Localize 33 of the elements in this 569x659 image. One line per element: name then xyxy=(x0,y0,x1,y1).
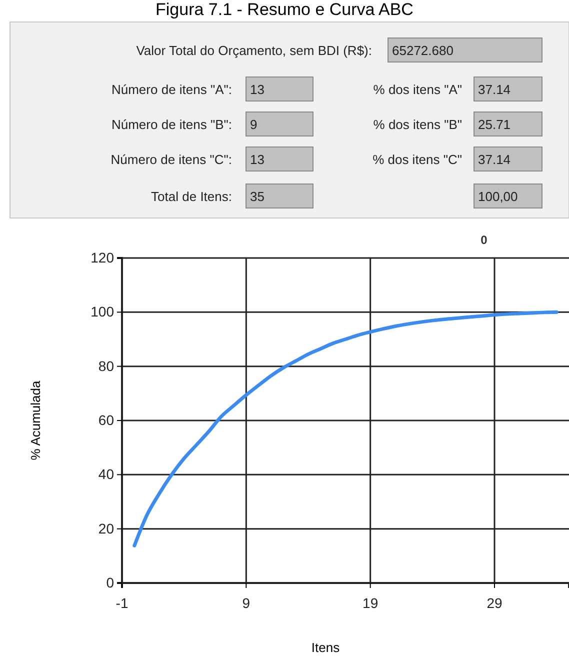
text: % dos itens "B" xyxy=(373,117,462,132)
text: Valor Total do Orçamento, sem BDI (R$): xyxy=(136,43,372,58)
text: 13 xyxy=(250,152,264,167)
text: 37.14 xyxy=(478,82,511,97)
text: % dos itens "C" xyxy=(372,152,462,167)
x-tick-label: 29 xyxy=(486,594,502,611)
line-series xyxy=(132,310,558,548)
y-tick-label: 0 xyxy=(106,574,114,590)
text: Número de itens "C": xyxy=(110,152,232,167)
x-tick-label: 9 xyxy=(242,594,250,611)
x-tick-label: -1 xyxy=(116,594,128,611)
text: Figura 7.1 - Resumo e Curva ABC xyxy=(156,0,414,19)
text: 37.14 xyxy=(478,152,511,167)
text: 13 xyxy=(250,82,264,97)
text: 35 xyxy=(250,189,264,204)
text: 9 xyxy=(250,117,258,132)
text: 100,00 xyxy=(478,189,518,204)
y-axis-title: % Acumulada xyxy=(28,380,43,460)
y-tick-label: 80 xyxy=(98,358,114,374)
x-tick-label: 19 xyxy=(362,594,378,611)
text: Número de itens "A": xyxy=(111,82,232,97)
y-tick-label: 100 xyxy=(90,304,114,320)
y-tick-label: 60 xyxy=(98,412,114,428)
text: % dos itens "A" xyxy=(373,82,462,97)
text: 0 xyxy=(480,233,488,247)
text: Número de itens "B": xyxy=(111,117,232,132)
text: 25.71 xyxy=(478,117,511,132)
x-axis-title: Itens xyxy=(311,640,340,655)
y-tick-label: 120 xyxy=(90,249,114,266)
text: 65272.680 xyxy=(392,43,454,58)
y-tick-label: 40 xyxy=(98,466,114,482)
text: Total de Itens: xyxy=(151,189,232,204)
y-tick-label: 20 xyxy=(98,520,114,536)
